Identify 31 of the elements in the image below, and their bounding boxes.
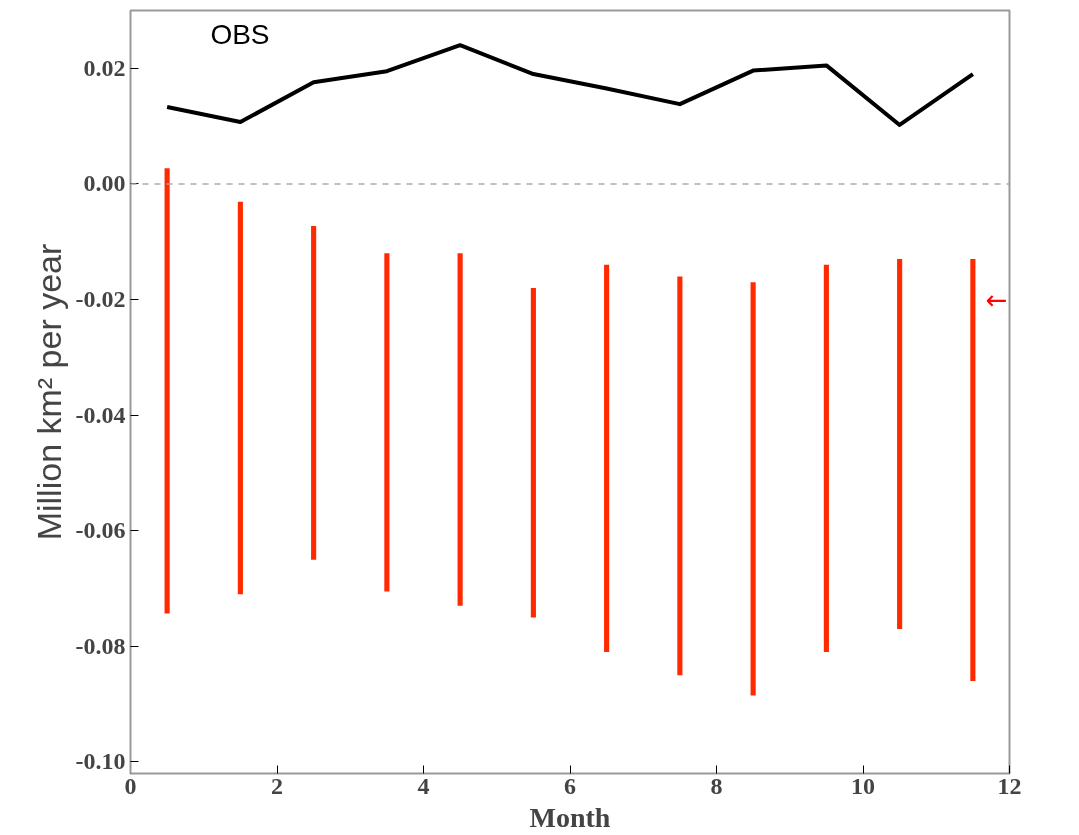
y-tick-label: 0.02: [83, 54, 126, 81]
y-tick-label: -0.04: [75, 401, 126, 428]
series-label: OBS: [210, 19, 270, 51]
x-tick-label: 8: [710, 772, 723, 799]
x-axis-title: Month: [529, 801, 611, 833]
bar: [237, 201, 243, 595]
x-tick-label: 12: [997, 772, 1022, 799]
bar: [604, 264, 610, 653]
line-series: [165, 43, 975, 127]
x-tick-label: 10: [851, 772, 875, 799]
bar: [457, 253, 463, 606]
y-tick-label: -0.10: [75, 748, 126, 775]
bar: [750, 282, 756, 696]
y-tick-label: -0.02: [75, 286, 126, 313]
bar: [823, 264, 829, 653]
x-tick-label: 6: [564, 772, 576, 799]
bar: [897, 259, 903, 629]
bar: [311, 226, 317, 560]
x-tick-label: 2: [271, 772, 283, 799]
y-tick-label: 0.00: [83, 170, 126, 197]
x-tick-label: 4: [417, 772, 430, 799]
bar: [677, 276, 683, 676]
bar: [164, 168, 170, 614]
y-tick-label: -0.06: [75, 517, 126, 544]
bar: [970, 259, 976, 682]
y-tick-label: -0.08: [75, 632, 126, 659]
x-tick-label: 0: [124, 772, 137, 799]
bar: [530, 287, 536, 618]
annotation: ←: [985, 285, 1008, 316]
y-axis-title: Million km² per year: [29, 243, 68, 541]
bar: [384, 253, 390, 592]
